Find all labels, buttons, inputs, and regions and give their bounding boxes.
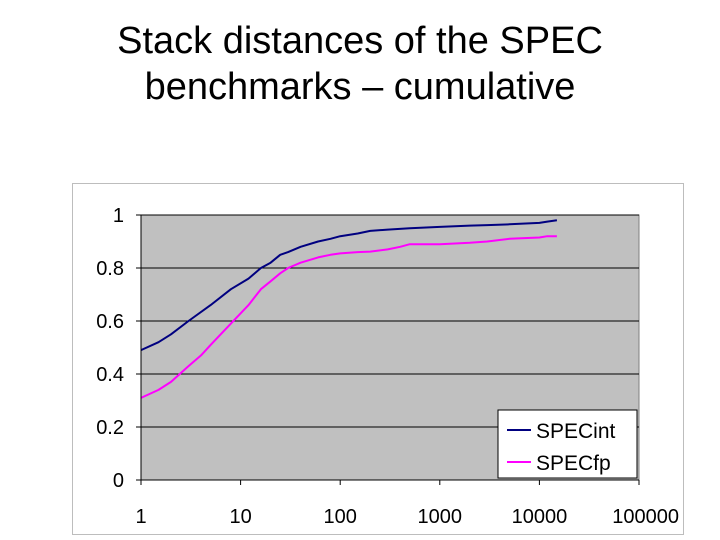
x-tick-label: 1000 <box>418 506 463 528</box>
legend-box <box>497 409 638 479</box>
x-tick-label: 100000 <box>612 506 679 528</box>
y-tick-label: 0 <box>113 470 124 492</box>
series-line-specint <box>140 219 558 352</box>
axes: 0 0.2 0.4 0.6 0.8 1 1 10 100 1000 10000 100000 <box>96 205 679 528</box>
y-tick-label: 0.4 <box>96 364 124 386</box>
slide-title: Stack distances of the SPEC benchmarks –… <box>0 18 720 110</box>
y-tick-label: 0.8 <box>96 258 124 280</box>
y-tick-label: 1 <box>113 205 124 227</box>
y-tick-label: 0.6 <box>96 311 124 333</box>
x-tick-label: 1 <box>135 506 146 528</box>
y-tick-label: 0.2 <box>96 417 124 439</box>
slide-title-line-1: Stack distances of the SPEC <box>117 20 603 62</box>
legend-label: SPECint <box>536 420 616 443</box>
series-lines <box>140 219 558 399</box>
legend-label: SPECfp <box>536 452 611 475</box>
x-tick-label: 10 <box>229 506 251 528</box>
series-line-specfp <box>140 235 557 399</box>
x-tick-label: 10000 <box>512 506 568 528</box>
slide-title-line-2: benchmarks – cumulative <box>144 66 576 108</box>
legend: SPECint SPECfp <box>497 409 638 479</box>
x-tick-label: 100 <box>324 506 357 528</box>
